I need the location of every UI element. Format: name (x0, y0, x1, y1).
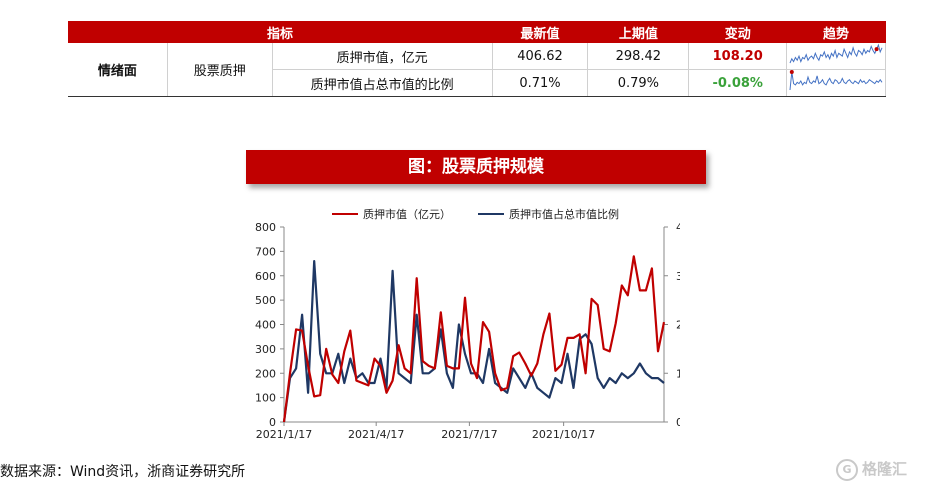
watermark-logo-icon: G (836, 459, 858, 481)
x-tick-label: 2021/10/17 (532, 428, 595, 441)
x-tick-label: 2021/1/17 (256, 428, 312, 441)
header-change: 变动 (688, 21, 787, 43)
chart-title: 图：股票质押规模 (246, 150, 706, 184)
sparkline-path (789, 43, 883, 64)
pledge-chart: 质押市值（亿元） 质押市值占总市值比例 0 100 200 300 400 500 600 7… (255, 207, 680, 441)
subcategory-cell: 股票质押 (167, 43, 273, 97)
trend-sparkline (786, 69, 886, 97)
row-name: 质押市值占总市值的比例 (272, 69, 493, 97)
legend: 质押市值（亿元） 质押市值占总市值比例 (332, 207, 619, 221)
y-tick-label-right: 0% (676, 416, 680, 429)
y-tick-label-left: 200 (255, 367, 276, 380)
y-tick-label-left: 700 (255, 245, 276, 258)
row-previous: 0.79% (587, 69, 690, 97)
source-note: 数据来源：Wind资讯，浙商证券研究所 (0, 464, 246, 480)
series-lines (282, 255, 666, 423)
indicator-table: 指标 最新值 上期值 变动 趋势 情绪面 股票质押 质押市值，亿元 406.62… (68, 21, 886, 97)
axes: 0 100 200 300 400 500 600 700 800 0% 1% 2% 3% 4% 2021/… (255, 221, 680, 441)
y-tick-label-left: 300 (255, 343, 276, 356)
legend-label-ratio: 质押市值占总市值比例 (509, 207, 619, 221)
watermark-text: 格隆汇 (862, 460, 908, 478)
header-latest: 最新值 (492, 21, 588, 43)
y-tick-label-left: 500 (255, 294, 276, 307)
y-tick-label-right: 1% (676, 367, 680, 380)
y-tick-label-left: 600 (255, 270, 276, 283)
row-name: 质押市值，亿元 (272, 43, 493, 70)
x-tick-label: 2021/7/17 (441, 428, 497, 441)
y-tick-label-left: 100 (255, 392, 276, 405)
y-tick-label-right: 3% (676, 270, 680, 283)
row-previous: 298.42 (587, 43, 690, 70)
trend-sparkline (786, 43, 886, 70)
sparkline-marker (789, 70, 794, 74)
header-indicator: 指标 (68, 21, 493, 43)
row-change: -0.08% (688, 69, 788, 97)
sparkline-path (789, 71, 883, 91)
sparkline-marker (874, 47, 879, 52)
header-trend: 趋势 (786, 21, 886, 43)
series-line-ratio (282, 260, 665, 423)
y-tick-label-left: 0 (269, 416, 276, 429)
y-tick-label-left: 400 (255, 319, 276, 332)
y-tick-label-right: 2% (676, 319, 680, 332)
header-previous: 上期值 (587, 21, 689, 43)
row-latest: 0.71% (492, 69, 589, 97)
legend-label-value: 质押市值（亿元） (363, 207, 451, 221)
category-cell: 情绪面 (68, 43, 168, 97)
watermark: G 格隆汇 (836, 456, 921, 482)
x-tick-label: 2021/4/17 (348, 428, 404, 441)
series-line-value (282, 255, 666, 423)
y-tick-label-left: 800 (255, 221, 276, 234)
row-latest: 406.62 (492, 43, 589, 70)
row-change: 108.20 (688, 43, 788, 70)
y-tick-label-right: 4% (676, 221, 680, 234)
